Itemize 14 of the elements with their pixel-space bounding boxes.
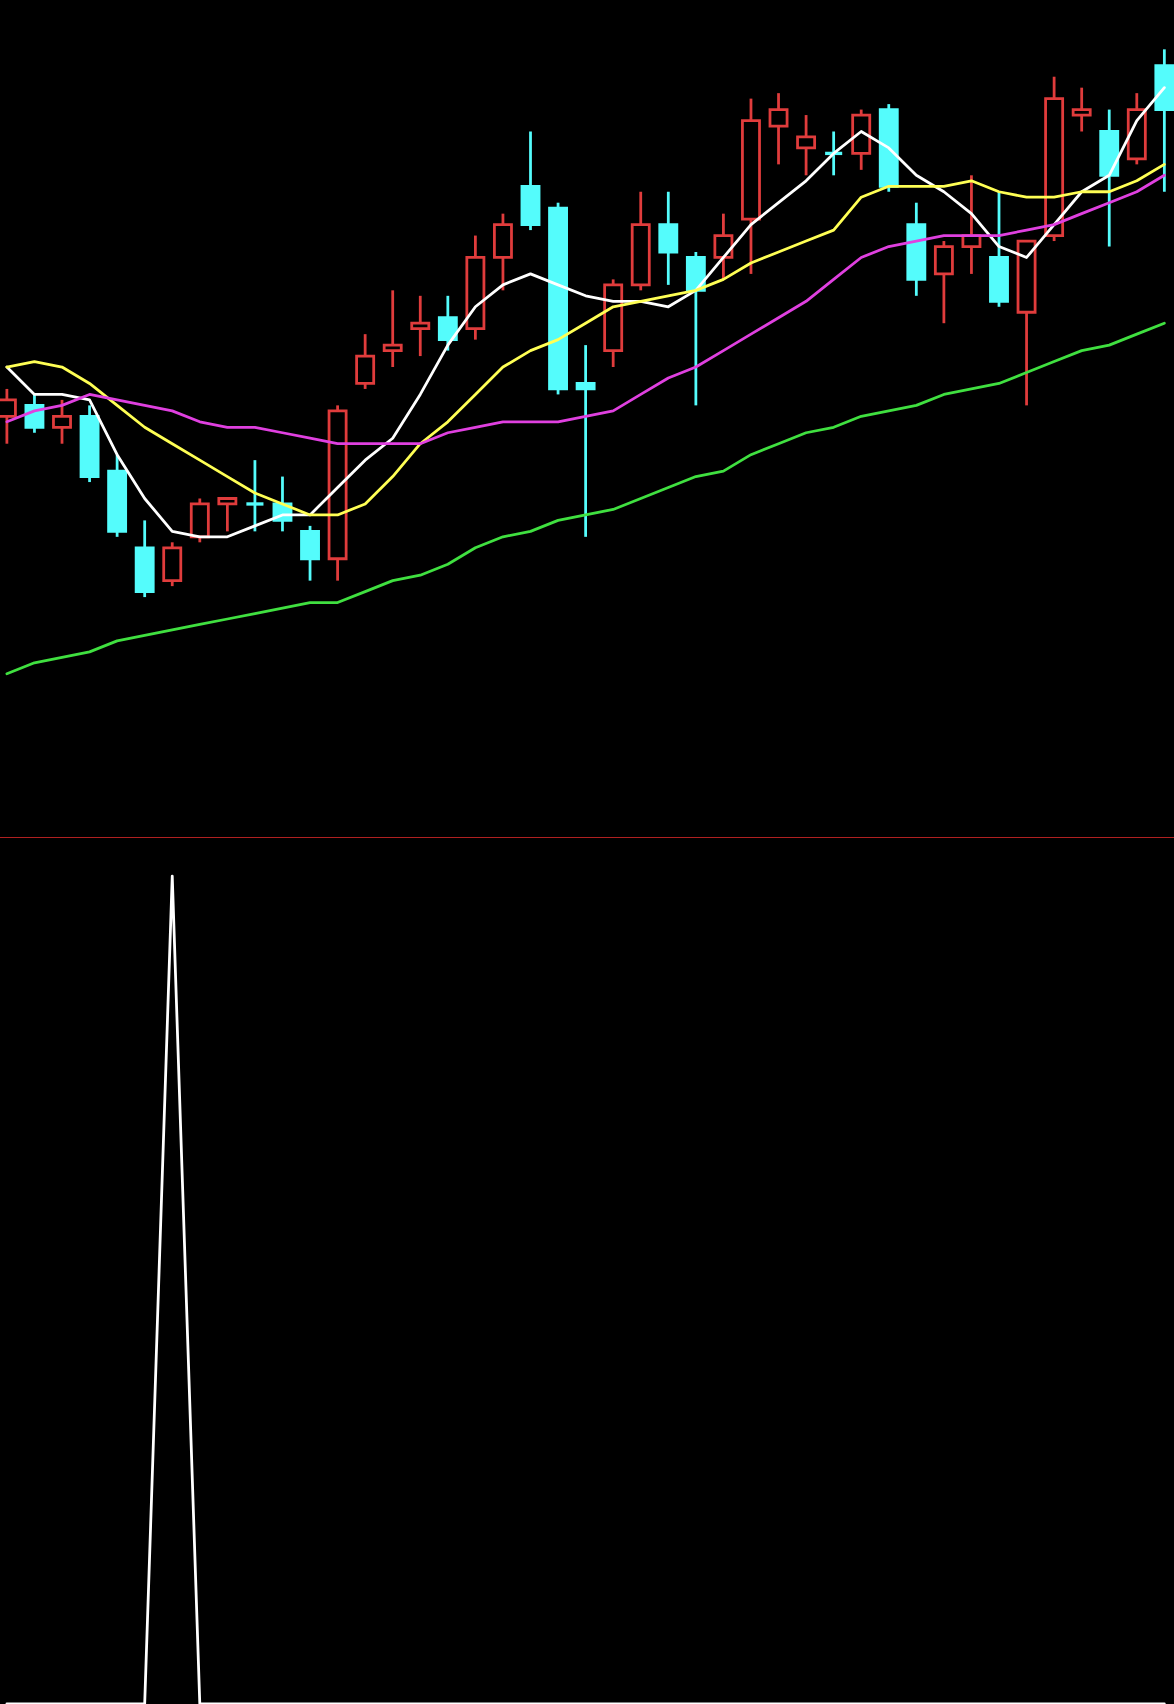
candlestick xyxy=(465,234,486,342)
candlestick xyxy=(1154,47,1174,194)
candlestick xyxy=(244,458,266,533)
candlestick xyxy=(906,201,927,298)
candlestick xyxy=(796,113,817,177)
candlestick xyxy=(410,294,431,358)
candlestick xyxy=(741,97,761,276)
candlestick xyxy=(768,91,789,166)
candlestick xyxy=(1071,86,1092,133)
candlestick xyxy=(713,212,734,281)
candlestick xyxy=(575,343,596,539)
candlestick xyxy=(658,190,679,287)
candlestick xyxy=(382,288,403,369)
candlestick xyxy=(1099,108,1120,248)
